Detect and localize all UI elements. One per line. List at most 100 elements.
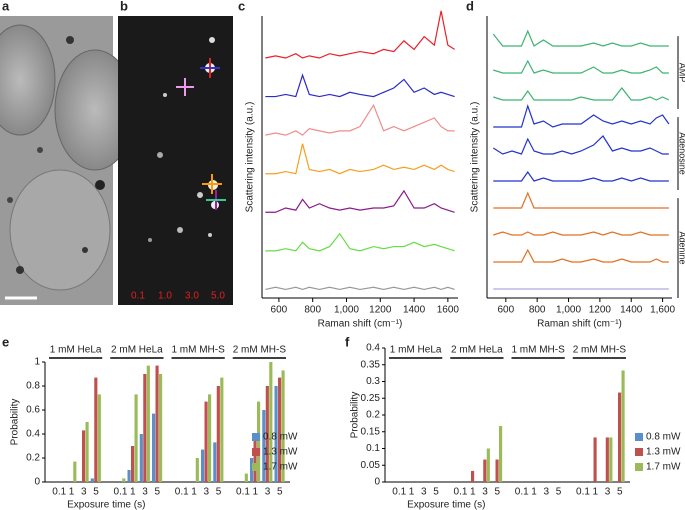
micrograph-label: 1.0: [158, 291, 172, 302]
spectrum: [493, 87, 670, 101]
bar: [483, 459, 487, 482]
x-tick-label: 3: [543, 487, 549, 498]
bar: [593, 437, 597, 482]
x-tick-label: 5: [277, 487, 283, 498]
panel-label: a: [2, 0, 10, 13]
group-label: 1 mM MH-S: [511, 345, 565, 356]
spectrum: [265, 103, 455, 136]
x-tick-label: 5: [556, 487, 562, 498]
bar: [139, 434, 143, 482]
bar: [250, 458, 254, 482]
x-tick-label: 1400: [403, 305, 426, 316]
y-tick-label: 0: [374, 477, 380, 488]
x-tick-label: 600: [497, 305, 514, 316]
bar: [213, 442, 217, 482]
bar: [208, 394, 212, 482]
x-tick-label: 1: [69, 487, 75, 498]
bar: [195, 458, 199, 482]
legend-label: 1.3 mW: [646, 447, 681, 458]
panel-label: c: [238, 0, 245, 13]
x-tick-label: 1: [130, 487, 136, 498]
x-tick-label: 800: [304, 305, 321, 316]
x-tick-label: 1,000: [334, 305, 359, 316]
y-tick-label: 0.15: [361, 426, 381, 437]
spectrum: [265, 286, 455, 291]
bar: [269, 362, 273, 482]
bar: [499, 426, 503, 482]
x-tick-label: 5: [617, 487, 623, 498]
spectrum: [493, 231, 669, 236]
legend-swatch: [252, 463, 260, 471]
y-tick-label: 0.2: [26, 453, 40, 464]
bar: [244, 473, 248, 482]
x-tick-label: 3: [203, 487, 209, 498]
spectrum: [493, 170, 669, 182]
bar: [278, 377, 282, 482]
bar: [152, 413, 156, 482]
y-tick-label: 0.8: [26, 381, 40, 392]
legend-swatch: [635, 463, 643, 471]
x-tick-label: 3: [81, 487, 87, 498]
x-tick-label: 5: [216, 487, 222, 498]
spectrum: [265, 189, 455, 213]
x-tick-label: 0.1: [52, 487, 66, 498]
spectrum: [265, 10, 455, 59]
group-label: 1 mM HeLa: [390, 345, 442, 356]
bar: [609, 437, 613, 482]
spectrum: [493, 104, 670, 128]
bar: [204, 401, 208, 482]
x-tick-label: 0.1: [114, 487, 128, 498]
x-tick-label: 1: [531, 487, 537, 498]
legend-label: 0.8 mW: [263, 432, 298, 443]
bar: [281, 370, 285, 482]
x-tick-label: 1: [191, 487, 197, 498]
micrograph-brightfield: [0, 16, 136, 305]
x-tick-label: 1,600: [650, 305, 675, 316]
bar: [97, 394, 101, 482]
panel-label: f: [345, 334, 350, 349]
y-tick-label: 0.4: [366, 343, 380, 354]
x-axis-label: Exposure time (s): [67, 500, 145, 510]
x-tick-label: 0.1: [515, 487, 529, 498]
x-tick-label: 1: [470, 487, 476, 498]
spectrum: [265, 73, 455, 98]
bar: [143, 374, 147, 482]
x-tick-label: 3: [605, 487, 611, 498]
y-axis-label: Probability: [350, 392, 361, 439]
group-label: 2 mM HeLa: [111, 345, 163, 356]
group-label: 1 mM MH-S: [171, 345, 225, 356]
micrograph-darkfield: [118, 16, 233, 305]
bar: [621, 370, 625, 482]
x-tick-label: 600: [271, 305, 288, 316]
legend-swatch: [252, 448, 260, 456]
legend-label: 0.8 mW: [646, 432, 681, 443]
x-tick-label: 1: [592, 487, 598, 498]
bar: [220, 377, 224, 482]
y-axis-label: Scattering intensity (a.u.): [245, 102, 256, 213]
group-label: Adenosine: [678, 132, 685, 175]
y-tick-label: 0.1: [366, 443, 380, 454]
bar: [82, 430, 86, 482]
x-axis-label: Raman shift (cm⁻¹): [318, 319, 403, 330]
x-tick-label: 0.1: [175, 487, 189, 498]
bar: [94, 377, 98, 482]
x-axis-label: Exposure time (s): [407, 500, 485, 510]
x-tick-label: 3: [482, 487, 488, 498]
x-tick-label: 1400: [620, 305, 643, 316]
x-tick-label: 1200: [589, 305, 612, 316]
bar: [274, 386, 278, 482]
legend-swatch: [635, 448, 643, 456]
bar: [73, 461, 77, 482]
legend-label: 1.3 mW: [263, 447, 298, 458]
micrograph-label: 3.0: [185, 291, 199, 302]
y-tick-label: 0.2: [366, 410, 380, 421]
x-tick-label: 3: [142, 487, 148, 498]
bar: [201, 449, 205, 482]
y-tick-label: 0.05: [361, 460, 381, 471]
y-tick-label: 0.25: [361, 393, 381, 404]
group-label: 2 mM MH-S: [573, 345, 627, 356]
bar: [90, 478, 94, 482]
x-tick-label: 1: [409, 487, 415, 498]
group-label: 2 mM HeLa: [451, 345, 503, 356]
